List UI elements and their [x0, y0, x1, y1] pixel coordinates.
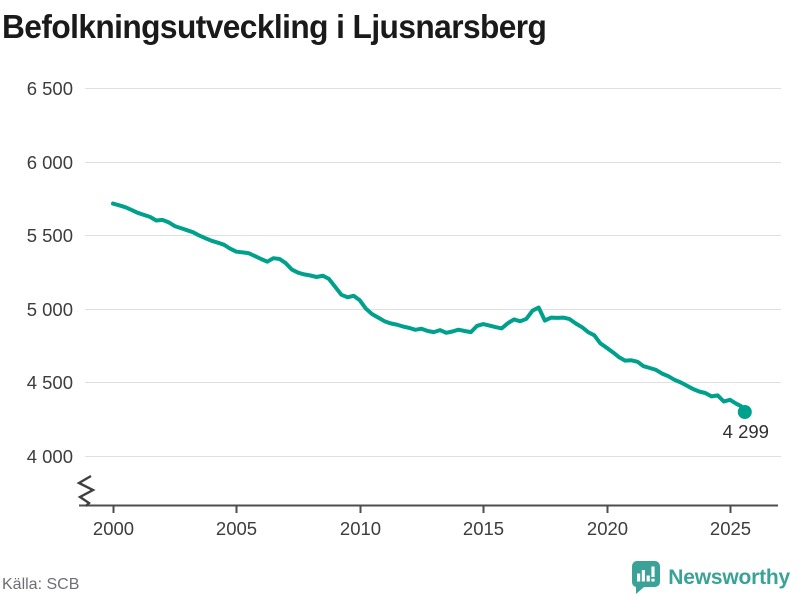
chart-title: Befolkningsutveckling i Ljusnarsberg — [2, 8, 547, 45]
source-note: Källa: SCB — [2, 576, 80, 593]
y-axis-break-icon — [76, 474, 96, 507]
y-axis-tick-label: 6 000 — [27, 152, 73, 173]
y-axis-tick-label: 4 000 — [27, 446, 73, 467]
y-axis-tick-label: 5 500 — [27, 225, 73, 246]
end-point-dot — [737, 405, 752, 419]
x-axis-tick-label: 2005 — [216, 518, 257, 539]
newsworthy-logo[interactable]: Newsworthy — [631, 561, 790, 594]
y-axis-tick-label: 6 500 — [27, 78, 73, 99]
y-axis-tick-label: 5 000 — [27, 299, 73, 320]
x-axis-tick-label: 2025 — [710, 518, 751, 539]
x-axis-tick-label: 2015 — [463, 518, 504, 539]
x-axis-tick-label: 2010 — [340, 518, 381, 539]
end-value-label: 4 299 — [723, 421, 769, 442]
x-axis-tick-label: 2000 — [93, 518, 134, 539]
newsworthy-bubble-chart-icon — [631, 561, 661, 594]
newsworthy-logo-text: Newsworthy — [668, 565, 790, 589]
population-line — [111, 201, 747, 414]
y-axis-tick-label: 4 500 — [27, 372, 73, 393]
x-axis-tick-label: 2020 — [587, 518, 628, 539]
